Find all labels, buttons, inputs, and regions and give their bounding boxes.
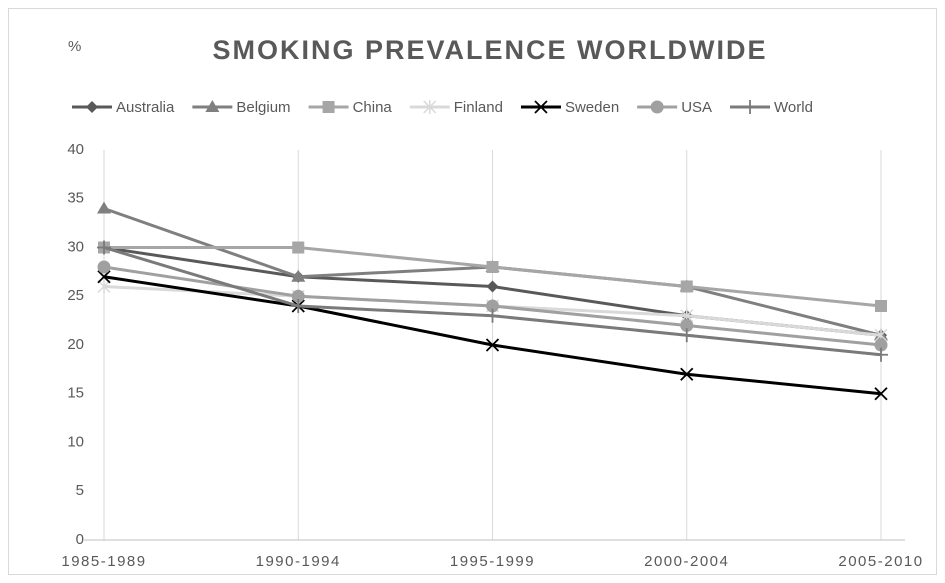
chart-border — [8, 8, 937, 575]
x-tick-label: 1990-1994 — [256, 553, 341, 570]
marker — [292, 241, 305, 254]
legend-label: World — [774, 99, 813, 116]
legend-item: Finland — [409, 99, 503, 116]
legend-marker — [534, 100, 548, 114]
legend-item: China — [308, 99, 393, 116]
legend-label: Sweden — [565, 99, 619, 116]
y-tick-label: 15 — [67, 385, 84, 402]
y-axis-label: % — [68, 38, 81, 55]
marker — [875, 300, 887, 312]
marker — [485, 308, 500, 323]
legend-marker — [86, 101, 98, 113]
legend-marker — [205, 100, 220, 112]
marker — [874, 347, 888, 362]
legend-marker — [322, 101, 335, 113]
marker — [97, 240, 111, 255]
marker — [486, 280, 499, 293]
marker — [485, 338, 500, 352]
marker — [680, 319, 694, 332]
series — [98, 241, 887, 312]
marker — [97, 201, 111, 214]
y-tick-label: 10 — [67, 433, 84, 450]
marker — [680, 367, 694, 381]
legend-item: Belgium — [192, 99, 291, 116]
marker — [486, 261, 499, 273]
x-tick-label: 2000-2004 — [644, 553, 729, 570]
legend-marker — [423, 100, 437, 114]
marker — [486, 299, 499, 313]
marker — [97, 279, 111, 294]
y-tick-label: 0 — [76, 531, 84, 548]
legend-label: USA — [681, 99, 712, 116]
y-tick-label: 5 — [76, 482, 84, 499]
marker — [291, 299, 306, 313]
marker — [680, 280, 693, 293]
x-tick-label: 1985-1989 — [61, 553, 146, 570]
legend-item: Australia — [72, 99, 175, 116]
marker — [874, 338, 888, 352]
marker — [874, 387, 888, 401]
legend-label: Belgium — [236, 99, 290, 116]
legend-label: Australia — [116, 99, 175, 116]
marker — [97, 260, 111, 274]
series — [97, 270, 888, 401]
y-tick-label: 30 — [67, 238, 84, 255]
series — [97, 240, 888, 362]
marker — [291, 289, 305, 303]
y-tick-label: 40 — [67, 141, 84, 158]
legend-label: Finland — [454, 99, 503, 116]
y-tick-label: 25 — [67, 287, 84, 304]
legend-item: World — [730, 99, 813, 116]
legend-item: Sweden — [520, 99, 619, 116]
marker — [679, 328, 694, 343]
y-tick-label: 35 — [67, 190, 84, 207]
legend-marker — [743, 100, 758, 114]
legend-label: China — [353, 99, 393, 116]
legend-item: USA — [637, 99, 712, 116]
x-tick-label: 1995-1999 — [450, 553, 535, 570]
x-tick-label: 2005-2010 — [838, 553, 923, 570]
chart-title: SMOKING PREVALENCE WORLDWIDE — [213, 35, 768, 65]
y-tick-label: 20 — [67, 336, 84, 353]
marker — [97, 270, 111, 284]
legend-marker — [650, 100, 664, 114]
marker — [291, 269, 306, 282]
